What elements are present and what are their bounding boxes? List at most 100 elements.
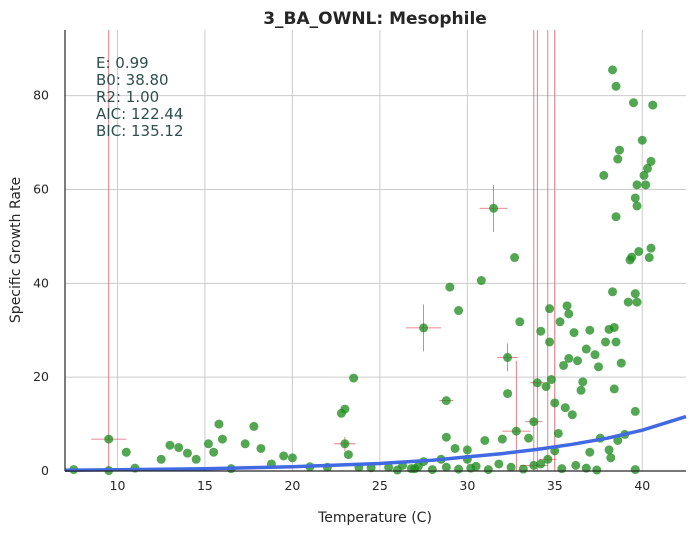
y-tick-label: 20 xyxy=(33,369,49,384)
data-point xyxy=(182,448,192,458)
data-point xyxy=(578,377,588,387)
data-point xyxy=(632,297,642,307)
data-point xyxy=(121,447,131,457)
data-point xyxy=(214,419,224,429)
data-point xyxy=(611,81,621,91)
stat-line: E: 0.99 xyxy=(96,54,149,72)
data-point xyxy=(641,180,651,190)
x-tick-label: 30 xyxy=(459,478,475,493)
data-point xyxy=(503,352,513,362)
data-point xyxy=(564,353,574,363)
data-point xyxy=(545,337,555,347)
data-point xyxy=(632,180,642,190)
data-point xyxy=(555,317,565,327)
data-point xyxy=(279,451,289,461)
data-point xyxy=(630,406,640,416)
data-point xyxy=(413,461,423,471)
data-point xyxy=(343,450,353,460)
data-point xyxy=(454,464,464,474)
data-point xyxy=(567,410,577,420)
x-tick-label: 40 xyxy=(634,478,650,493)
stat-line: AIC: 122.44 xyxy=(96,105,183,123)
data-point xyxy=(585,325,595,335)
data-point xyxy=(104,434,114,444)
data-point xyxy=(506,462,516,472)
data-point xyxy=(615,145,625,155)
data-point xyxy=(608,287,618,297)
data-point xyxy=(156,454,166,464)
fit-curve xyxy=(64,414,687,473)
data-point xyxy=(569,328,579,338)
data-point xyxy=(562,301,572,311)
data-point xyxy=(497,434,507,444)
data-point xyxy=(249,421,259,431)
data-point xyxy=(427,465,437,475)
data-point xyxy=(599,170,609,180)
data-point xyxy=(630,465,640,475)
data-point xyxy=(503,389,513,399)
x-tick-label: 10 xyxy=(110,478,126,493)
data-point xyxy=(611,337,621,347)
data-point xyxy=(529,417,539,427)
data-point xyxy=(441,462,451,472)
data-point xyxy=(648,100,658,110)
data-point xyxy=(611,212,621,222)
data-point xyxy=(627,252,637,262)
data-point xyxy=(646,243,656,253)
y-tick-label: 60 xyxy=(33,182,49,197)
data-point xyxy=(543,454,553,464)
data-point xyxy=(536,326,546,336)
data-point xyxy=(594,362,604,372)
data-point xyxy=(639,170,649,180)
data-point xyxy=(450,443,460,453)
stat-line: B0: 38.80 xyxy=(96,71,169,89)
data-point xyxy=(454,306,464,316)
data-point xyxy=(441,432,451,442)
data-point xyxy=(573,356,583,366)
data-point xyxy=(191,454,201,464)
data-point xyxy=(174,443,184,453)
data-point xyxy=(632,201,642,211)
data-point xyxy=(545,304,555,314)
y-tick-label: 40 xyxy=(33,275,49,290)
data-point xyxy=(609,322,619,332)
y-axis-label: Specific Growth Rate xyxy=(8,177,24,323)
data-point xyxy=(392,465,402,475)
data-point xyxy=(606,453,616,463)
data-point xyxy=(489,203,499,213)
data-point xyxy=(576,385,586,395)
data-point xyxy=(613,436,623,446)
data-point xyxy=(340,404,350,414)
data-point xyxy=(532,378,542,388)
data-point xyxy=(557,464,567,474)
x-tick-label: 25 xyxy=(372,478,388,493)
data-point xyxy=(349,373,359,383)
data-point xyxy=(646,156,656,166)
data-point xyxy=(608,65,618,75)
tick-labels: 10 15 20 25 30 35 40 0 20 40 60 80 xyxy=(33,88,650,493)
data-point xyxy=(560,403,570,413)
data-point xyxy=(616,358,626,368)
stat-line: R2: 1.00 xyxy=(96,88,159,106)
data-point xyxy=(203,439,213,449)
data-point xyxy=(634,246,644,256)
stat-line: BIC: 135.12 xyxy=(96,122,184,140)
data-point xyxy=(637,135,647,145)
data-point xyxy=(524,433,534,443)
data-point xyxy=(609,384,619,394)
data-point xyxy=(630,289,640,299)
data-point xyxy=(445,282,455,292)
data-point xyxy=(165,440,175,450)
y-tick-label: 0 xyxy=(41,463,49,478)
data-point xyxy=(529,460,539,470)
x-tick-label: 20 xyxy=(284,478,300,493)
data-point xyxy=(601,337,611,347)
x-axis-label: Temperature (C) xyxy=(317,510,432,526)
data-point xyxy=(559,360,569,370)
data-point xyxy=(643,163,653,173)
data-point xyxy=(518,464,528,474)
data-point xyxy=(541,382,551,392)
data-point xyxy=(510,253,520,263)
